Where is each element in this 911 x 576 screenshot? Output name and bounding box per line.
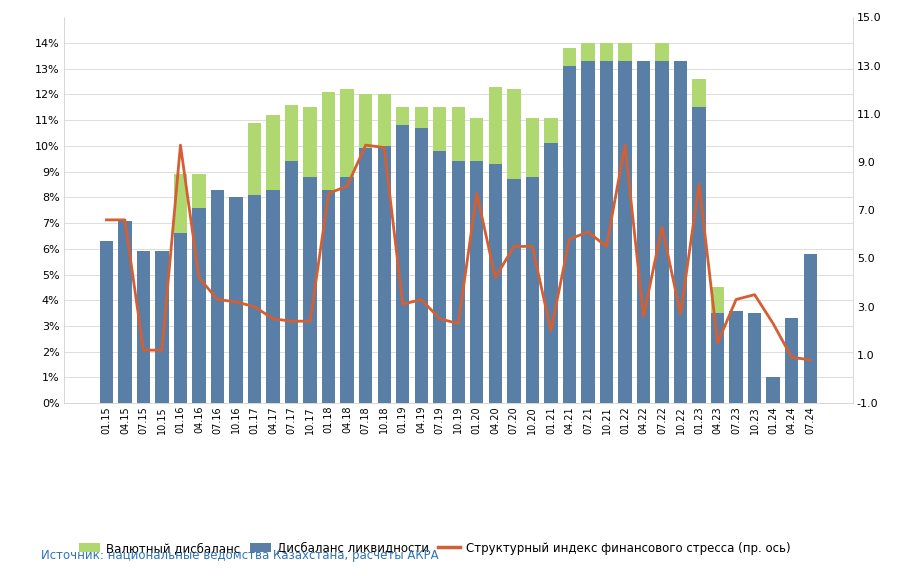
Bar [340, 177, 353, 403]
Bar [395, 126, 409, 403]
Bar [711, 313, 723, 403]
Bar [488, 87, 501, 164]
Bar [691, 107, 705, 403]
Bar [655, 61, 668, 403]
Bar [525, 118, 538, 177]
Bar [248, 123, 261, 195]
Bar [507, 89, 520, 179]
Bar [174, 233, 187, 403]
Bar [155, 251, 169, 403]
Bar [580, 43, 594, 61]
Bar [784, 319, 797, 403]
Bar [192, 208, 205, 403]
Bar [544, 143, 557, 403]
Bar [599, 43, 612, 61]
Text: Источник: национальные ведомства Казахстана, расчеты АКРА: Источник: национальные ведомства Казахст… [41, 548, 438, 562]
Bar [691, 79, 705, 107]
Bar [415, 107, 427, 128]
Bar [525, 177, 538, 403]
Bar [99, 241, 113, 403]
Bar [248, 195, 261, 403]
Bar [284, 161, 298, 403]
Bar [433, 151, 446, 403]
Bar [562, 66, 576, 403]
Bar [137, 251, 150, 403]
Bar [711, 287, 723, 313]
Bar [377, 94, 391, 146]
Bar [210, 190, 224, 403]
Bar [303, 177, 316, 403]
Bar [507, 179, 520, 403]
Bar [599, 61, 612, 403]
Bar [174, 174, 187, 233]
Bar [340, 89, 353, 177]
Bar [469, 161, 483, 403]
Bar [359, 94, 372, 149]
Bar [266, 115, 280, 190]
Bar [284, 105, 298, 161]
Bar [359, 149, 372, 403]
Bar [747, 313, 761, 403]
Bar [803, 254, 816, 403]
Bar [729, 310, 742, 403]
Bar [580, 61, 594, 403]
Bar [544, 118, 557, 143]
Bar [469, 118, 483, 161]
Bar [433, 107, 446, 151]
Bar [118, 221, 131, 403]
Bar [562, 48, 576, 66]
Legend: Валютный дисбаланс, Дисбаланс ликвидности, Структурный индекс финансового стресс: Валютный дисбаланс, Дисбаланс ликвидност… [75, 537, 794, 559]
Bar [266, 190, 280, 403]
Bar [451, 161, 465, 403]
Bar [636, 61, 650, 403]
Bar [673, 61, 687, 403]
Bar [765, 377, 779, 403]
Bar [488, 164, 501, 403]
Bar [229, 198, 242, 403]
Bar [377, 146, 391, 403]
Bar [618, 43, 631, 61]
Bar [655, 43, 668, 61]
Bar [415, 128, 427, 403]
Bar [192, 174, 205, 208]
Bar [322, 92, 335, 190]
Bar [618, 61, 631, 403]
Bar [322, 190, 335, 403]
Bar [395, 107, 409, 126]
Bar [451, 107, 465, 161]
Bar [303, 107, 316, 177]
